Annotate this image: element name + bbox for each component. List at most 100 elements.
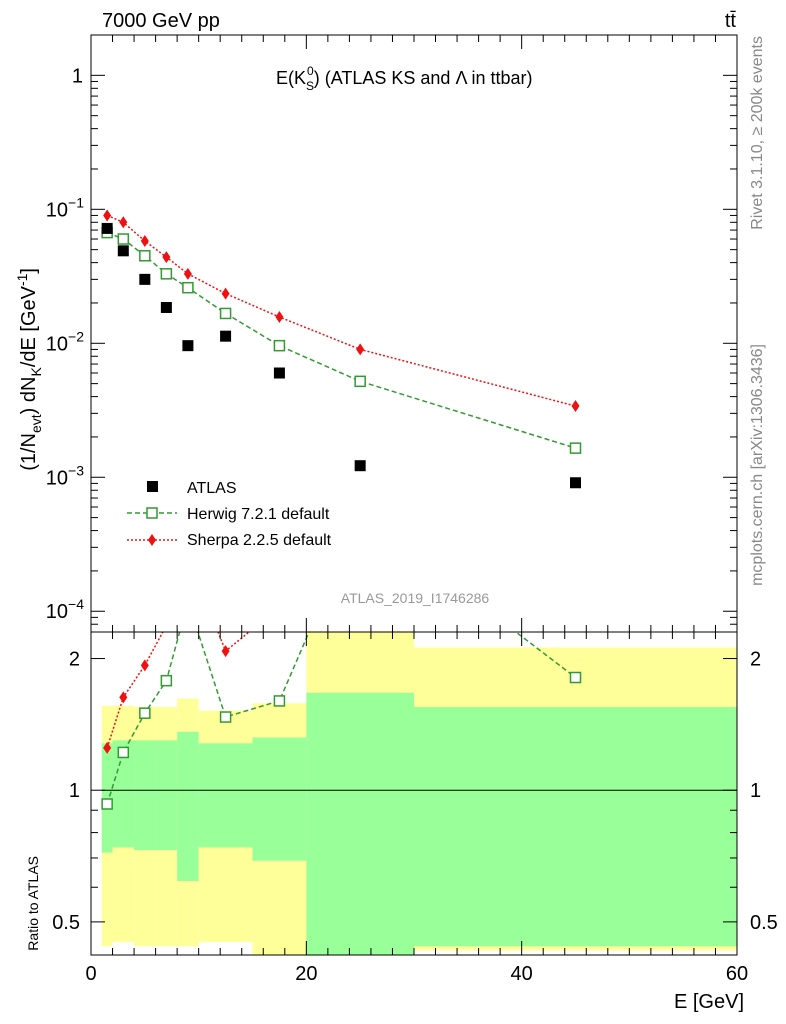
sherpa-point <box>571 400 580 413</box>
ratio-ticks <box>90 632 738 955</box>
ratio-bands <box>101 632 737 955</box>
legend: ATLAS Herwig 7.2.1 default Sherpa 2.2.5 … <box>127 480 332 549</box>
herwig-markers <box>101 226 582 454</box>
atlas-markers <box>101 222 581 489</box>
main-panel: 1 10−1 10−2 10−3 10−4 E(KS0) (ATLAS KS and Λ… <box>14 34 738 633</box>
ratio-herwig-point <box>160 674 173 687</box>
herwig-point <box>219 307 232 320</box>
ratio-sherpa-point <box>221 645 230 658</box>
legend-atlas-marker <box>147 481 158 492</box>
x-tick-label: 0 <box>85 963 96 985</box>
ratio-sherpa-point <box>356 404 364 416</box>
legend-atlas-label: ATLAS <box>187 480 237 497</box>
atlas-point <box>354 460 366 472</box>
ratio-inner-band <box>112 740 135 848</box>
x-axis-label: E [GeV] <box>674 991 744 1013</box>
sherpa-point <box>140 235 149 248</box>
ratio-inner-band <box>155 740 178 850</box>
herwig-point <box>160 268 173 280</box>
main-y-tick-labels: 1 10−1 10−2 10−3 10−4 <box>46 65 84 623</box>
ratio-herwig-point <box>273 695 286 707</box>
herwig-point <box>569 442 582 454</box>
herwig-point <box>117 233 130 245</box>
ratio-sherpa-point <box>119 691 128 704</box>
herwig-point <box>354 375 366 388</box>
atlas-point <box>220 330 232 342</box>
atlas-point <box>139 273 151 285</box>
ratio-sherpa-line <box>106 632 251 749</box>
ratio-sherpa-point <box>572 536 580 548</box>
ratio-inner-band <box>134 740 156 850</box>
atlas-point <box>160 301 172 313</box>
herwig-point <box>182 281 194 294</box>
ratio-inner-band <box>414 706 737 947</box>
herwig-point <box>139 250 151 262</box>
ratio-herwig-point <box>569 671 582 684</box>
x-tick-label: 60 <box>726 963 748 985</box>
sherpa-point <box>103 209 112 222</box>
sherpa-point <box>183 267 192 280</box>
ratio-y-tick-label: 0.5 <box>52 912 80 934</box>
ratio-inner-band <box>306 692 414 955</box>
atlas-point <box>273 367 285 379</box>
ratio-herwig-point <box>355 508 365 518</box>
sherpa-point <box>119 216 128 229</box>
ratio-sherpa-point <box>184 550 192 562</box>
ratio-y-tick-label-right: 2 <box>750 649 761 671</box>
atlas-point <box>182 340 194 352</box>
sherpa-point <box>275 311 284 324</box>
main-x-ticks <box>90 35 738 632</box>
x-tick-label: 40 <box>511 963 533 985</box>
sherpa-point <box>356 343 365 356</box>
sherpa-line <box>106 214 576 407</box>
ratio-herwig-markers <box>101 508 582 810</box>
ratio-inner-band <box>177 731 199 882</box>
ratio-y-tick-label-right: 0.5 <box>750 912 778 934</box>
ratio-herwig-point <box>117 746 130 759</box>
ratio-inner-band <box>101 743 113 853</box>
rivet-label: Rivet 3.1.10, ≥ 200k events <box>749 36 766 230</box>
plot-title: E(KS0) (ATLAS KS and Λ in ttbar) <box>276 64 533 93</box>
ratio-y-axis-label: Ratio to ATLAS <box>25 856 41 951</box>
ratio-sherpa-point <box>140 659 149 672</box>
legend-sherpa-marker <box>148 534 156 546</box>
ratio-panel: 0.5 0.51 12 20 20 40 60 Ratio to ATLAS E [GeV] <box>25 404 778 1013</box>
analysis-id-label: ATLAS_2019_I1746286 <box>341 590 490 606</box>
ratio-sherpa-point <box>275 601 283 613</box>
ratio-herwig-point <box>139 707 151 719</box>
main-y-tick-label: 1 <box>72 65 83 87</box>
ratio-herwig-line <box>106 632 576 805</box>
atlas-point <box>101 222 113 234</box>
sherpa-point <box>162 251 171 264</box>
mcplots-label: mcplots.cern.ch [arXiv:1306.3436] <box>749 344 766 586</box>
sherpa-markers <box>103 209 580 413</box>
process-label: tt̄ <box>725 10 737 32</box>
legend-herwig-marker <box>146 507 158 519</box>
ratio-inner-band <box>252 737 307 861</box>
ratio-tick-labels: 0.5 0.51 12 20 20 40 60 <box>52 649 778 985</box>
main-y-tick-label: 10−2 <box>46 328 84 355</box>
ratio-herwig-point <box>101 798 113 810</box>
ratio-sherpa-point <box>103 741 112 754</box>
legend-herwig-label: Herwig 7.2.1 default <box>187 506 330 523</box>
ratio-y-tick-label: 2 <box>69 649 80 671</box>
ratio-inner-band <box>198 743 253 848</box>
atlas-point <box>117 245 129 257</box>
main-y-tick-label: 10−4 <box>46 596 84 623</box>
main-y-tick-label: 10−1 <box>46 194 84 221</box>
ratio-y-tick-label-right: 1 <box>750 780 761 802</box>
main-y-tick-label: 10−3 <box>46 462 84 489</box>
ratio-y-tick-label: 1 <box>69 780 80 802</box>
main-y-ticks <box>91 34 737 633</box>
energy-label: 7000 GeV pp <box>102 10 220 32</box>
sherpa-point <box>221 287 230 300</box>
main-y-axis-label: (1/Nevt) dNK/dE [GeV-1] <box>14 268 44 471</box>
herwig-point <box>273 339 286 352</box>
ratio-sherpa-markers <box>103 404 580 754</box>
herwig-line <box>106 231 576 449</box>
ratio-herwig-point <box>183 597 193 607</box>
x-tick-label: 20 <box>295 963 317 985</box>
ratio-sherpa-point <box>162 620 170 632</box>
atlas-point <box>570 477 581 489</box>
